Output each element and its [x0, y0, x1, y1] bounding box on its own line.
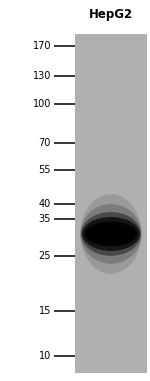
Text: 55: 55: [39, 165, 51, 174]
Ellipse shape: [80, 194, 142, 274]
Text: 40: 40: [39, 199, 51, 209]
Text: 130: 130: [33, 71, 51, 81]
Ellipse shape: [82, 217, 140, 251]
Text: 25: 25: [39, 251, 51, 261]
Text: 100: 100: [33, 99, 51, 109]
Text: 15: 15: [39, 306, 51, 316]
Ellipse shape: [80, 204, 142, 264]
Ellipse shape: [89, 226, 133, 242]
Text: HepG2: HepG2: [89, 8, 133, 21]
Ellipse shape: [85, 222, 137, 246]
Text: 170: 170: [33, 42, 51, 51]
Text: 70: 70: [39, 138, 51, 148]
Ellipse shape: [81, 212, 141, 256]
Text: 10: 10: [39, 351, 51, 361]
Bar: [75, 34, 147, 373]
Text: 35: 35: [39, 214, 51, 224]
